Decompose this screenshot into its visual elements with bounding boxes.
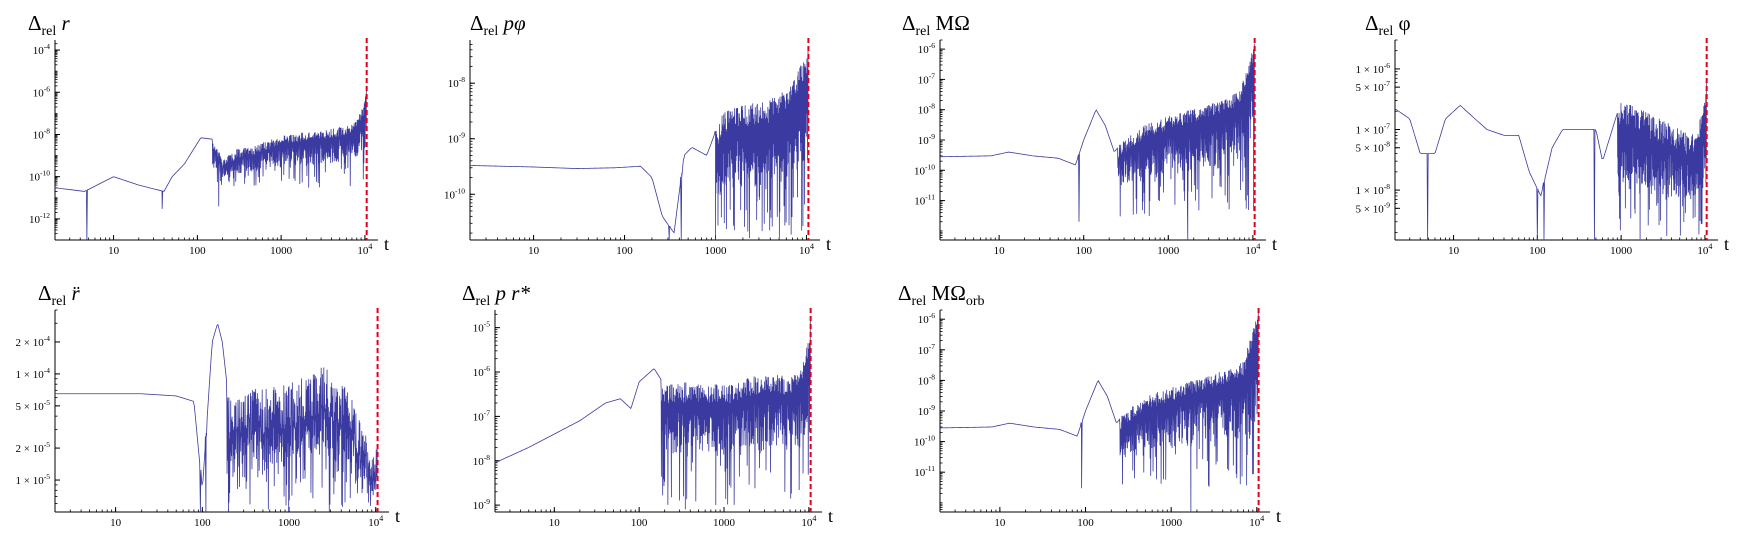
y-tick-label: 10-7 <box>918 71 935 86</box>
x-tick-label: 10 <box>110 517 122 529</box>
chart-panel-rel-rddot: 10 100 1000 104 1 × 10-5 2 × 10-5 5 × 10-5 1 × … <box>16 281 400 529</box>
y-tick-label: 10-10 <box>914 162 935 177</box>
y-tick-label: 10-6 <box>918 311 935 326</box>
chart-panel-rel-MOmega-orb: 10 100 1000 104 10-11 10-10 10-9 10-8 10-7 10-6 t Δ… <box>898 281 1281 529</box>
y-tick-label: 10-8 <box>918 102 935 117</box>
panel-title: Δrel MΩorb <box>898 281 984 309</box>
y-tick-label: 10-10 <box>444 186 465 201</box>
x-tick-label: 1000 <box>1157 245 1180 257</box>
y-tick-label: 10-11 <box>914 464 935 479</box>
chart-panel-rel-p-rstar: 10 100 1000 104 10-9 10-8 10-7 10-6 10-5 t Δrel p … <box>462 281 833 529</box>
panel-title: Δrel φ <box>1365 11 1411 39</box>
data-series-line <box>940 309 1259 512</box>
x-tick-label: 104 <box>799 242 814 257</box>
y-tick-label: 2 × 10-4 <box>16 334 51 349</box>
data-series-line <box>470 49 809 240</box>
x-axis-label: t <box>826 234 831 254</box>
x-tick-label: 10 <box>108 245 120 257</box>
x-axis-label: t <box>395 506 400 526</box>
x-tick-label: 100 <box>631 517 648 529</box>
panel-title: Δrel r̈ <box>38 281 81 309</box>
x-tick-label: 10 <box>994 517 1006 529</box>
panel-title: Δrel pφ <box>470 11 526 39</box>
x-tick-label: 1000 <box>1160 517 1183 529</box>
y-tick-label: 10-7 <box>473 408 490 423</box>
y-tick-label: 10-6 <box>473 364 490 379</box>
y-tick-label: 10-6 <box>33 84 50 99</box>
x-tick-label: 104 <box>368 514 383 529</box>
y-tick-label: 10-9 <box>473 497 490 512</box>
x-tick-label: 104 <box>1245 242 1260 257</box>
x-tick-label: 100 <box>189 245 206 257</box>
y-tick-label: 10-7 <box>918 342 935 357</box>
x-tick-label: 100 <box>1529 245 1546 257</box>
panel-title: Δrel p r* <box>462 281 530 309</box>
y-tick-label: 10-9 <box>448 131 465 146</box>
data-series-line <box>1395 82 1707 240</box>
chart-panel-rel-MOmega: 10 100 1000 104 10-11 10-10 10-9 10-8 10-7 10-6 t Δ… <box>902 11 1277 257</box>
y-tick-label: 1 × 10-5 <box>16 472 51 487</box>
y-tick-label: 10-5 <box>473 320 490 335</box>
x-axis-label: t <box>828 506 833 526</box>
y-tick-label: 1 × 10-4 <box>16 366 51 381</box>
chart-panel-rel-p-phi: 10 100 1000 104 10-10 10-9 10-8 t Δrel pφ <box>444 11 831 257</box>
x-tick-label: 104 <box>1697 242 1712 257</box>
y-tick-label: 10-9 <box>918 403 935 418</box>
data-series-line <box>495 319 811 510</box>
x-tick-label: 100 <box>616 245 633 257</box>
y-tick-label: 1 × 10-8 <box>1356 182 1391 197</box>
panel-title: Δrel r <box>28 11 71 39</box>
chart-panel-rel-r: 10 100 1000 104 10-12 10-10 10-8 10-6 10-4 t Δrel … <box>28 11 389 257</box>
y-tick-label: 10-12 <box>29 211 50 226</box>
x-tick-label: 1000 <box>278 517 301 529</box>
x-tick-label: 1000 <box>270 245 293 257</box>
x-tick-label: 104 <box>801 514 816 529</box>
x-tick-label: 100 <box>1077 517 1094 529</box>
y-tick-label: 10-10 <box>29 169 50 184</box>
x-tick-label: 100 <box>1075 245 1092 257</box>
x-tick-label: 104 <box>1249 514 1264 529</box>
x-tick-label: 10 <box>1448 245 1460 257</box>
data-series-line <box>55 85 367 240</box>
x-tick-label: 104 <box>357 242 372 257</box>
x-tick-label: 100 <box>194 517 211 529</box>
data-series-line <box>940 43 1255 240</box>
y-tick-label: 1 × 10-6 <box>1356 61 1391 76</box>
y-tick-label: 5 × 10-7 <box>1356 79 1391 94</box>
y-tick-label: 5 × 10-9 <box>1356 200 1391 215</box>
x-axis-label: t <box>384 234 389 254</box>
y-tick-label: 10-8 <box>473 453 490 468</box>
y-tick-label: 10-8 <box>918 372 935 387</box>
x-tick-label: 10 <box>549 517 561 529</box>
x-tick-label: 10 <box>994 245 1006 257</box>
y-tick-label: 10-4 <box>33 42 50 57</box>
x-axis-label: t <box>1724 234 1729 254</box>
y-tick-label: 10-10 <box>914 434 935 449</box>
x-axis-label: t <box>1272 234 1277 254</box>
panel-title: Δrel MΩ <box>902 11 970 39</box>
y-tick-label: 10-9 <box>918 132 935 147</box>
y-tick-label: 10-8 <box>33 126 50 141</box>
y-tick-label: 10-8 <box>448 75 465 90</box>
chart-panel-rel-phi: 10 100 1000 104 5 × 10-9 1 × 10-8 5 × 10-8 1 × … <box>1356 11 1729 257</box>
x-tick-label: 1000 <box>1610 245 1633 257</box>
y-tick-label: 1 × 10-7 <box>1356 121 1391 136</box>
x-tick-label: 1000 <box>705 245 728 257</box>
y-tick-label: 5 × 10-8 <box>1356 140 1391 155</box>
y-tick-label: 5 × 10-5 <box>16 398 51 413</box>
y-tick-label: 10-6 <box>918 41 935 56</box>
x-tick-label: 1000 <box>713 517 736 529</box>
x-tick-label: 10 <box>528 245 540 257</box>
y-tick-label: 2 × 10-5 <box>16 440 51 455</box>
x-axis-label: t <box>1276 506 1281 526</box>
data-series-line <box>55 323 378 512</box>
y-tick-label: 10-11 <box>914 193 935 208</box>
